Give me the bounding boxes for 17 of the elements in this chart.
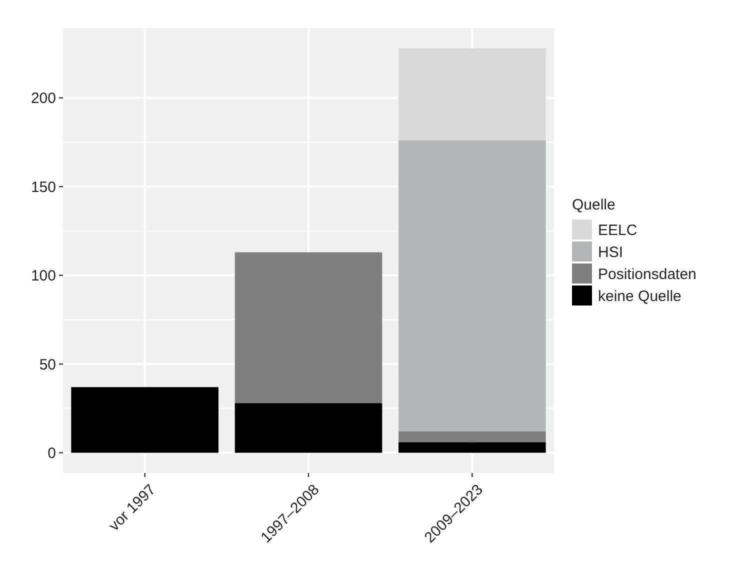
bar [71, 387, 218, 453]
y-tick-label: 100 [30, 268, 56, 285]
bar [234, 403, 382, 453]
bar [398, 431, 546, 442]
y-tick-label: 0 [48, 445, 56, 462]
legend-label: Positionsdaten [598, 266, 696, 283]
y-tick-label: 200 [30, 90, 56, 108]
legend-title: Quelle [572, 196, 616, 214]
legend-label: HSI [598, 244, 624, 261]
bar [398, 442, 546, 453]
bar [398, 140, 546, 432]
legend-label: keine Quelle [598, 288, 682, 305]
y-tick-label: 50 [39, 356, 56, 374]
y-tick-label: 150 [30, 178, 56, 196]
legend-label: EELC [598, 222, 638, 239]
bar [234, 252, 382, 404]
bar [398, 48, 546, 140]
